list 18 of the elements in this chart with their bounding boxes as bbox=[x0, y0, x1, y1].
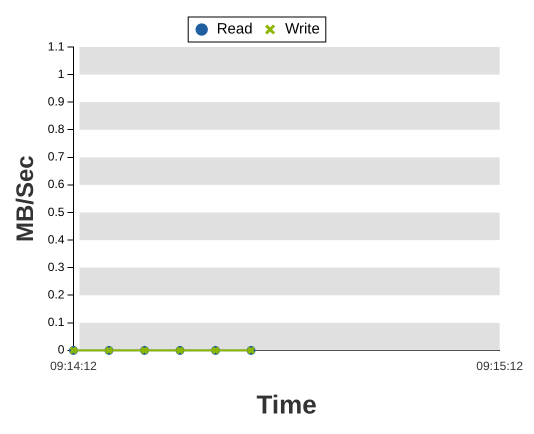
y-tick-label: 1.1 bbox=[48, 39, 65, 54]
y-tick-label: 0.3 bbox=[48, 260, 65, 274]
y-tick-label: 0.6 bbox=[48, 177, 65, 192]
y-tick-label: 0.1 bbox=[48, 315, 65, 330]
y-tick-label: 0.5 bbox=[48, 204, 65, 219]
y-tick-label: 1 bbox=[58, 66, 65, 81]
y-tick-label: 0.2 bbox=[48, 288, 65, 302]
y-tick-label: 0 bbox=[58, 342, 65, 357]
legend-label: Write bbox=[285, 20, 320, 38]
y-tick-label: 0.7 bbox=[48, 150, 65, 164]
x-tick-label: 09:15:12 bbox=[476, 358, 524, 373]
y-tick-label: 0.4 bbox=[48, 232, 65, 246]
y-tick-label: 0.9 bbox=[48, 94, 65, 108]
y-tick-label: 0.8 bbox=[48, 122, 65, 136]
legend-label: Read bbox=[216, 20, 253, 38]
x-axis-title: Time bbox=[256, 390, 317, 420]
x-tick-label: 09:14:12 bbox=[50, 358, 98, 373]
y-axis-title: MB/Sec bbox=[12, 155, 40, 242]
